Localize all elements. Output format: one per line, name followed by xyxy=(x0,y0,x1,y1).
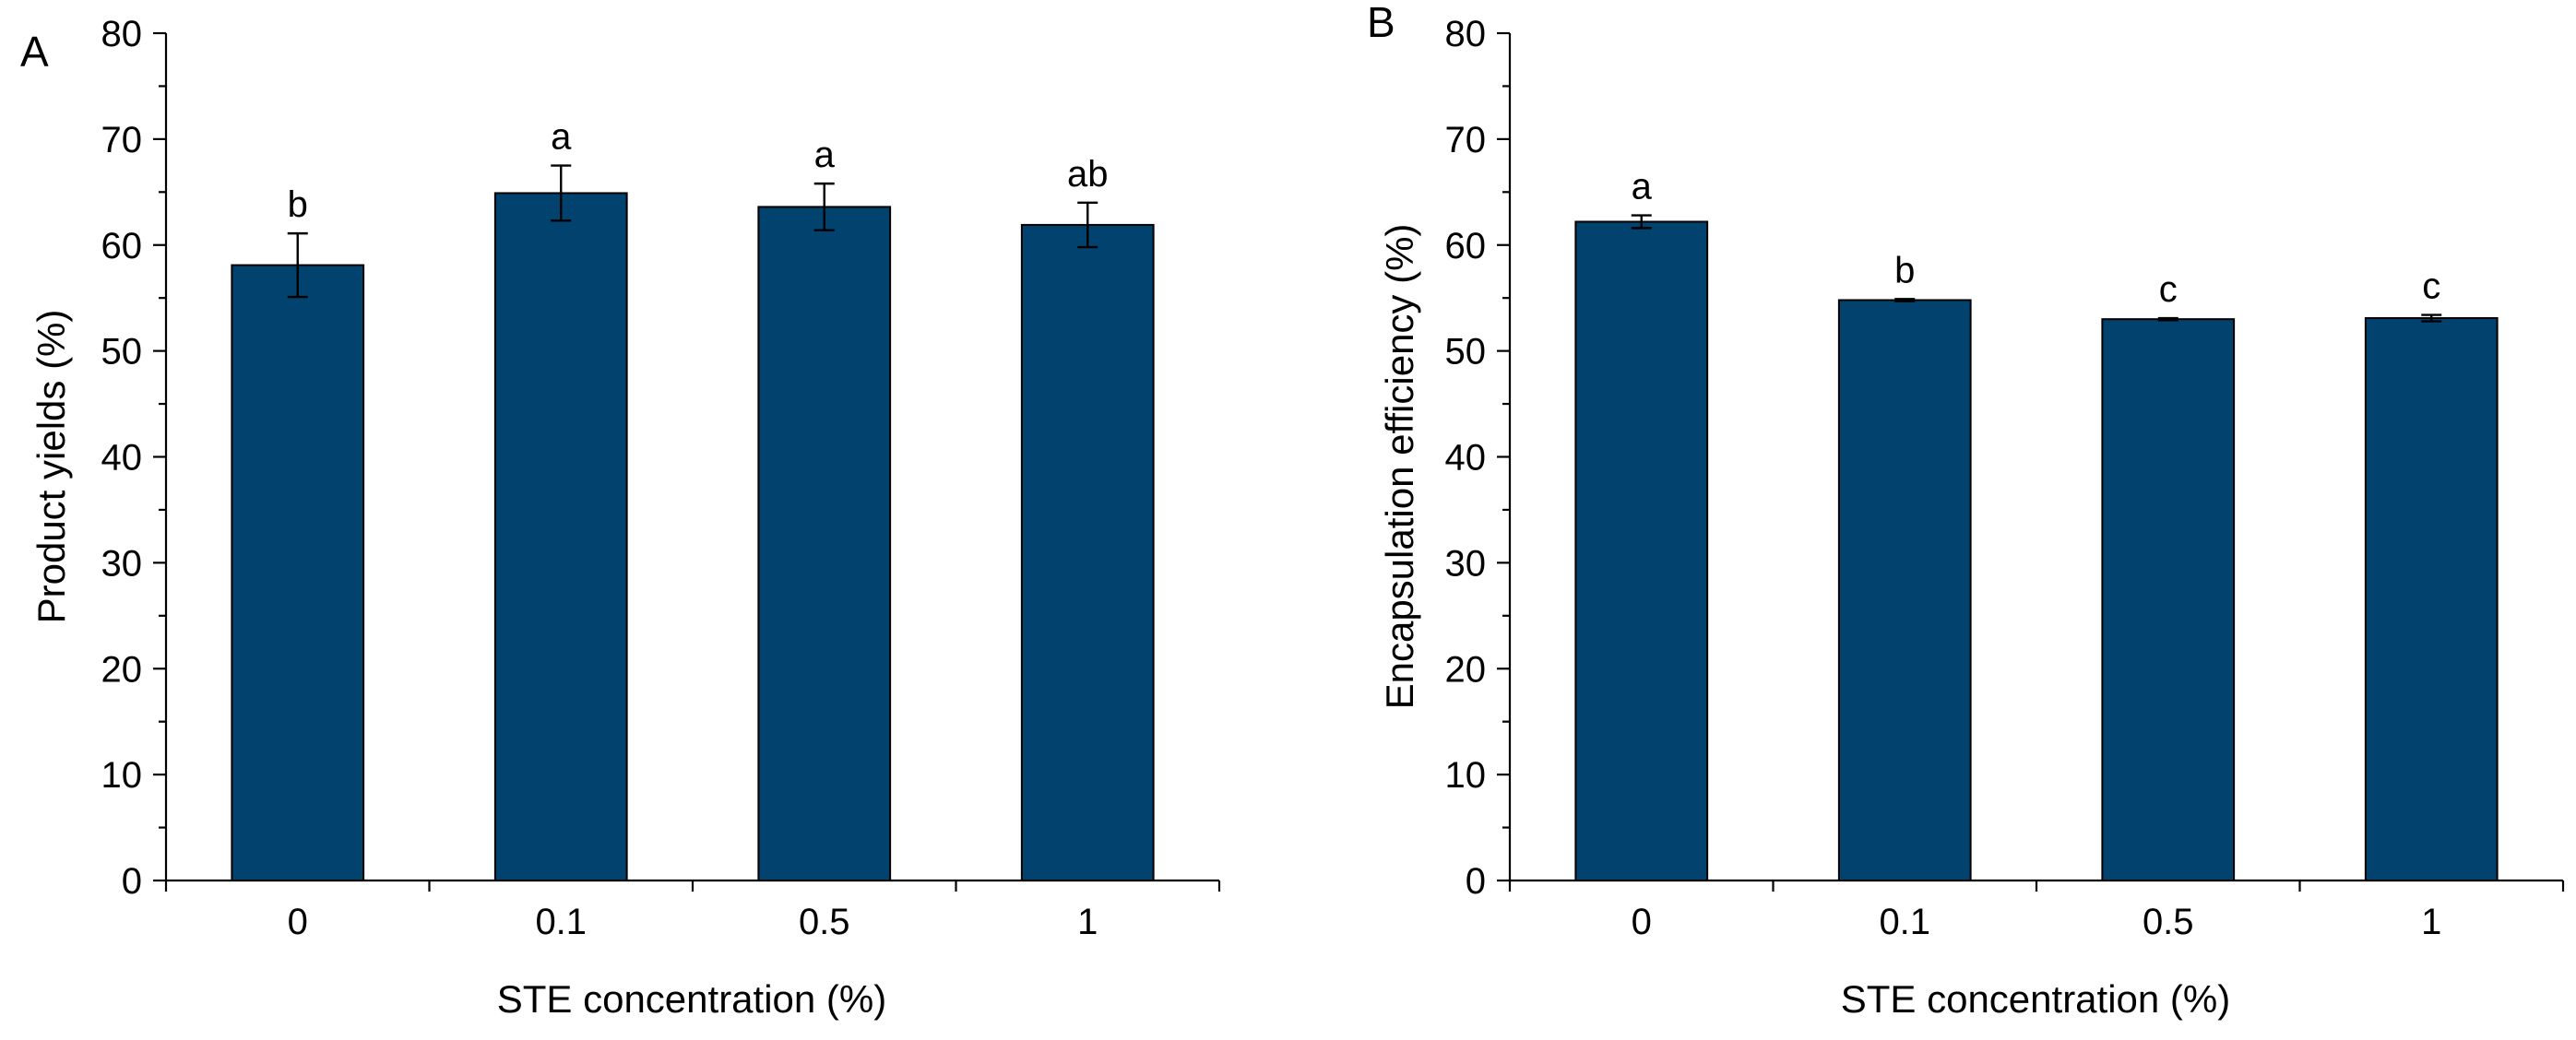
panel-b-x-tick-label: 0.5 xyxy=(2143,902,2194,942)
panel-b-y-tick-label: 30 xyxy=(1445,543,1487,584)
panel-a-y-tick-label: 10 xyxy=(101,755,143,796)
panel-a-x-tick-label: 0 xyxy=(288,902,308,942)
panel-b-y-tick-label: 70 xyxy=(1445,120,1487,160)
panel-b-y-tick-label: 50 xyxy=(1445,332,1487,372)
panel-a-y-tick-label: 80 xyxy=(101,14,143,54)
panel-a-bar-0 xyxy=(231,264,365,882)
panel-b-x-tick-label: 0.1 xyxy=(1879,902,1930,942)
panel-b-y-tick-label: 0 xyxy=(1466,861,1486,902)
panel-a-bar-2 xyxy=(757,206,892,881)
panel-a-y-tick-label: 30 xyxy=(101,543,143,584)
panel-a-significance-label-1: a xyxy=(551,117,572,158)
panel-a-y-axis-title: Product yields (%) xyxy=(30,310,73,624)
panel-a-x-axis-title: STE concentration (%) xyxy=(497,977,887,1021)
panel-a-x-tick-label: 0.5 xyxy=(799,902,850,942)
panel-b: B Encapsulation efficiency (%) STE conce… xyxy=(1367,0,2565,1021)
panel-b-label: B xyxy=(1367,0,1395,46)
panel-a-y-tick-label: 20 xyxy=(101,649,143,690)
panel-b-error-bar-0 xyxy=(1631,214,1652,230)
panel-b-significance-label-2: c xyxy=(2159,269,2178,310)
panel-a-x-tick-label: 1 xyxy=(1077,902,1098,942)
panel-a-significance-label-3: ab xyxy=(1067,154,1109,195)
panel-a-y-tick-label: 40 xyxy=(101,438,143,479)
panel-a-x-tick-label: 0.1 xyxy=(535,902,587,942)
panel-b-y-tick-label: 80 xyxy=(1445,14,1487,54)
panel-a-bar-1 xyxy=(493,192,628,881)
panel-b-error-bar-1 xyxy=(1894,298,1916,302)
panel-a-significance-label-0: b xyxy=(288,184,308,225)
panel-b-x-axis-title: STE concentration (%) xyxy=(1841,977,2231,1021)
panel-a-error-bar-3 xyxy=(1077,201,1098,249)
panel-a-y-tick-label: 60 xyxy=(101,226,143,266)
panel-a-x-ticks: 0 0.1 0.5 1 xyxy=(164,880,1221,942)
panel-a-error-bar-1 xyxy=(551,164,572,222)
panel-a-error-bar-2 xyxy=(813,182,835,231)
panel-b-bar-1 xyxy=(1837,299,1972,881)
panel-a-y-tick-label: 0 xyxy=(122,861,142,902)
panel-a-label: A xyxy=(20,28,49,76)
panel-b-bar-0 xyxy=(1574,220,1709,882)
panel-a-y-tick-label: 50 xyxy=(101,332,143,372)
panel-b-x-ticks: 0 0.1 0.5 1 xyxy=(1508,880,2565,942)
panel-a: A Product yields (%) STE concentration (… xyxy=(20,14,1221,1021)
panel-b-y-axis-title: Encapsulation efficiency (%) xyxy=(1378,224,1421,710)
panel-b-bar-3 xyxy=(2364,317,2499,882)
panel-a-y-ticks: 0 10 20 30 40 50 60 70 80 xyxy=(101,14,166,902)
panel-a-significance-label-2: a xyxy=(814,135,836,175)
panel-b-y-tick-label: 10 xyxy=(1445,755,1487,796)
panel-b-bar-2 xyxy=(2101,318,2236,882)
panel-a-y-tick-label: 70 xyxy=(101,120,143,160)
panel-a-bar-3 xyxy=(1020,223,1155,881)
panel-b-significance-label-1: b xyxy=(1894,250,1915,290)
panel-b-bars: a b c c xyxy=(1574,167,2499,882)
panel-b-y-ticks: 0 10 20 30 40 50 60 70 80 xyxy=(1445,14,1510,902)
panel-b-significance-label-0: a xyxy=(1632,167,1653,207)
panel-b-error-bar-2 xyxy=(2157,316,2178,322)
panel-b-y-tick-label: 40 xyxy=(1445,438,1487,479)
panel-b-x-tick-label: 0 xyxy=(1632,902,1652,942)
panel-b-significance-label-3: c xyxy=(2422,266,2440,307)
panel-b-x-tick-label: 1 xyxy=(2421,902,2441,942)
panel-b-y-tick-label: 60 xyxy=(1445,226,1487,266)
panel-b-y-tick-label: 20 xyxy=(1445,649,1487,690)
panel-a-error-bar-0 xyxy=(287,231,308,299)
panel-a-bars: b a a ab xyxy=(231,117,1155,882)
panel-b-error-bar-3 xyxy=(2421,313,2442,323)
